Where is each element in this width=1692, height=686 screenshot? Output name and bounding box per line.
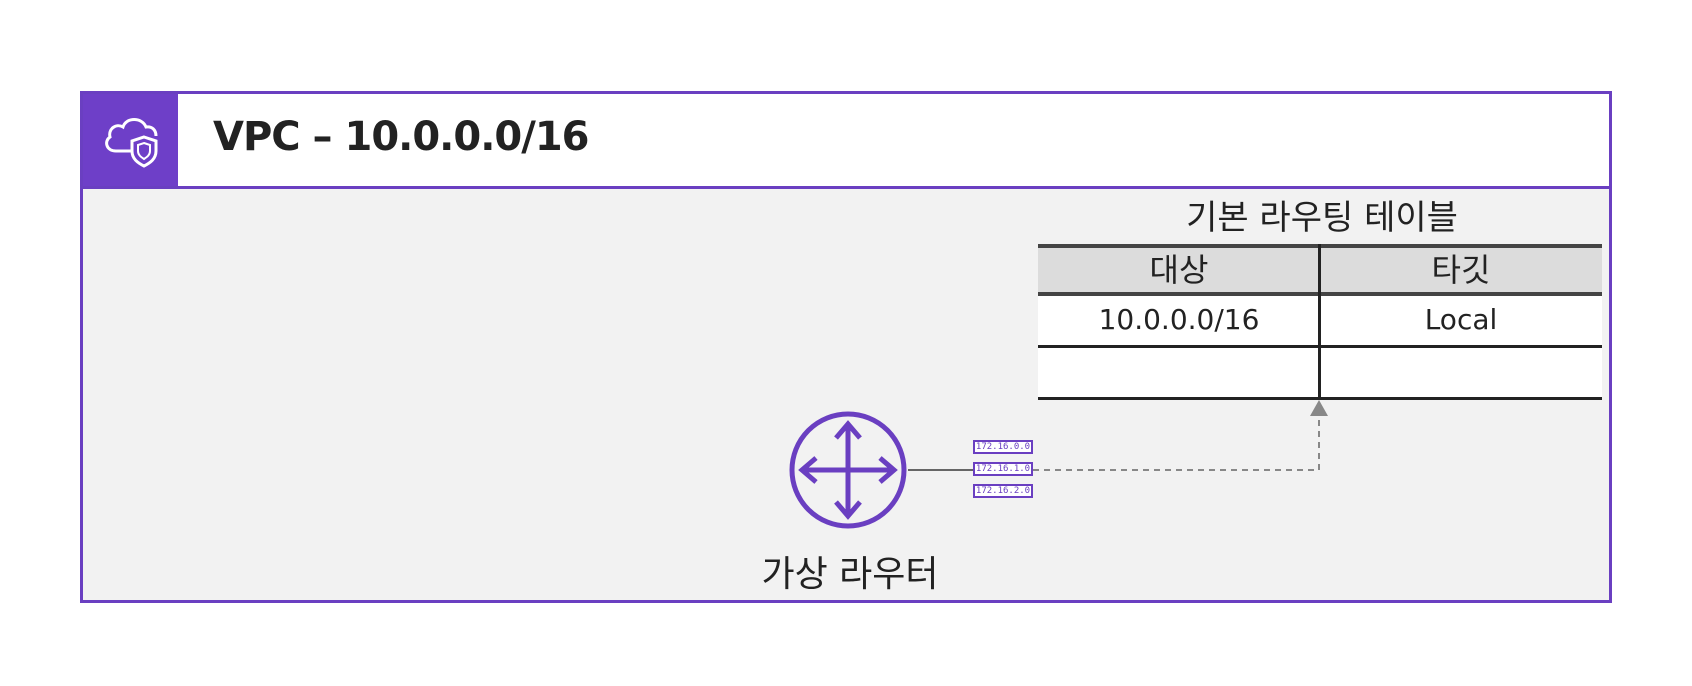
vpc-cloud-shield-icon bbox=[104, 118, 157, 168]
cell-target: Local bbox=[1424, 303, 1498, 336]
subnet-to-table-dashed-line bbox=[1033, 412, 1320, 471]
header-target: 타깃 bbox=[1431, 251, 1491, 289]
subnet-entry: 172.16.2.0 bbox=[973, 484, 1033, 498]
cell-destination: 10.0.0.0/16 bbox=[1098, 303, 1260, 336]
route-table: 대상 타깃 10.0.0.0/16 Local bbox=[1038, 244, 1602, 400]
table-column-divider bbox=[1318, 244, 1321, 400]
arrow-up-icon bbox=[1310, 400, 1328, 416]
vpc-icon-box bbox=[83, 94, 178, 186]
header-destination: 대상 bbox=[1149, 251, 1209, 289]
route-table-caption: 기본 라우팅 테이블 bbox=[1186, 198, 1458, 238]
subnet-entry: 172.16.0.0 bbox=[973, 440, 1033, 454]
router-label: 가상 라우터 bbox=[761, 554, 939, 595]
vpc-title: VPC – 10.0.0.0/16 bbox=[213, 114, 589, 160]
vpc-header: VPC – 10.0.0.0/16 bbox=[83, 94, 1609, 189]
router-icon bbox=[789, 411, 907, 529]
subnet-entry: 172.16.1.0 bbox=[973, 462, 1033, 476]
